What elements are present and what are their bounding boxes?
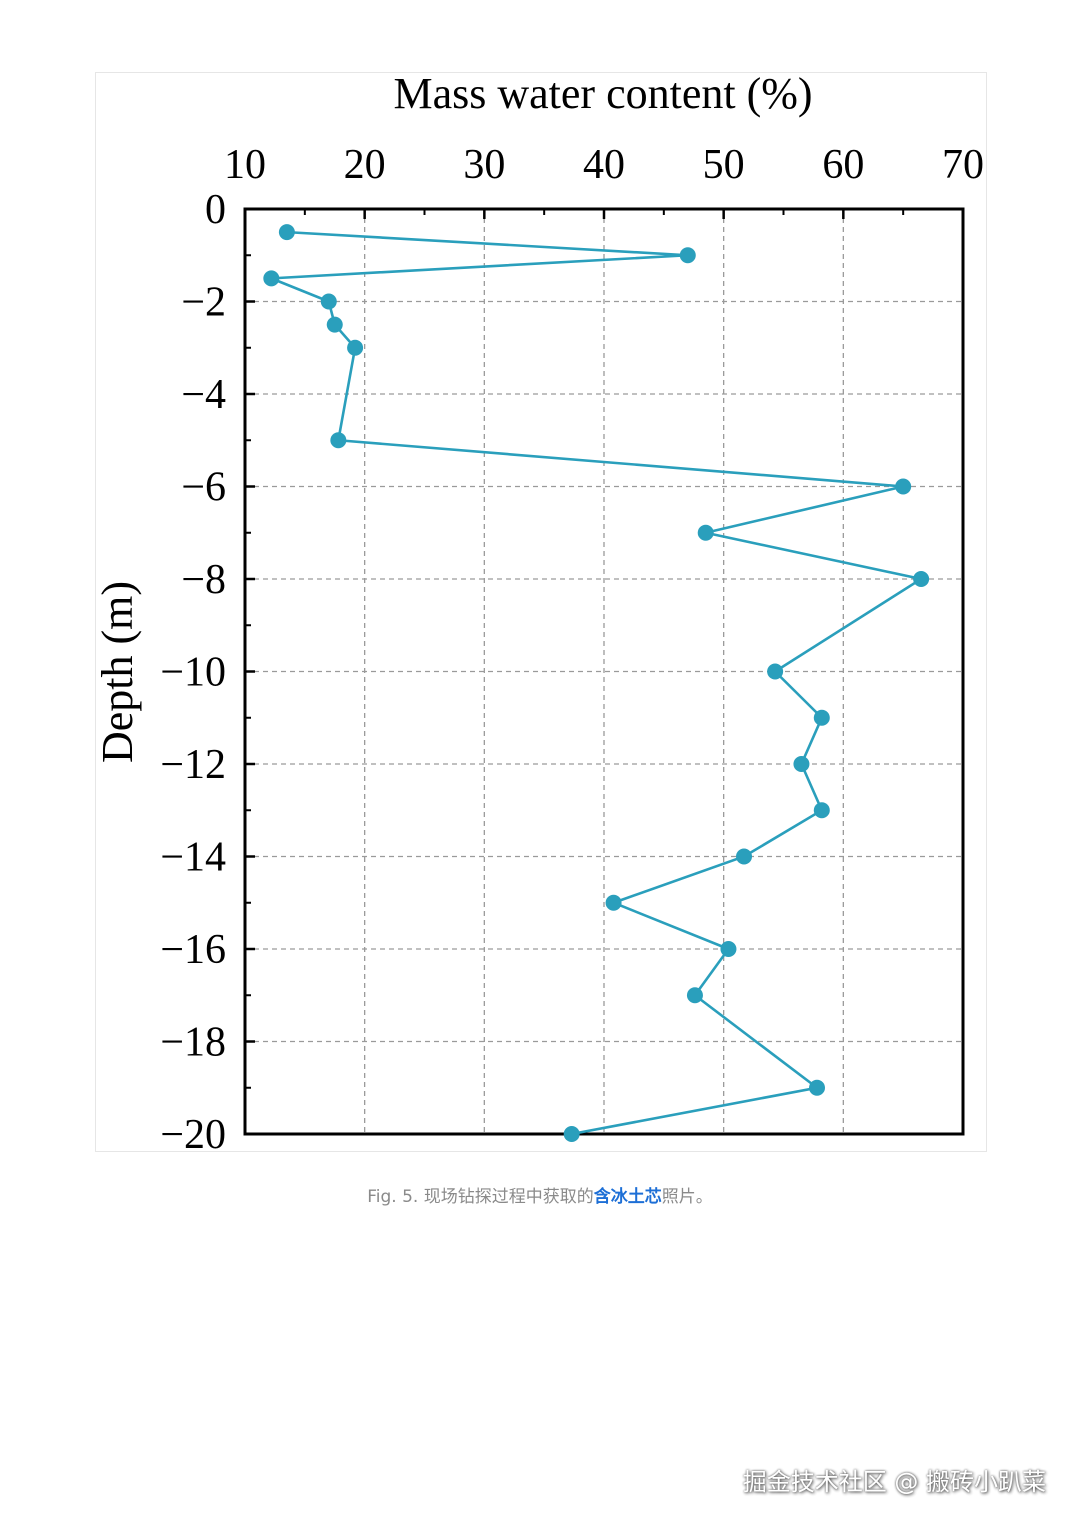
- data-point: [263, 270, 280, 287]
- data-point: [563, 1126, 580, 1142]
- y-tick-label: −6: [181, 465, 226, 511]
- data-point: [605, 894, 622, 911]
- y-tick-label: −2: [181, 280, 226, 326]
- x-axis-label: Mass water content (%): [393, 69, 812, 118]
- x-tick-labels: 10 20 30 40 50 60 70: [224, 142, 984, 188]
- data-point: [326, 316, 343, 333]
- x-tick-label: 30: [463, 142, 505, 188]
- data-point: [679, 247, 696, 264]
- data-point: [793, 756, 810, 772]
- y-tick-label: −14: [160, 835, 226, 881]
- data-point: [347, 339, 364, 356]
- caption-suffix: 照片。: [661, 1187, 713, 1207]
- data-point: [686, 987, 703, 1004]
- x-tick-label: 20: [344, 142, 386, 188]
- data-series: [263, 224, 930, 1142]
- data-point: [278, 224, 295, 241]
- y-axis-label: Depth (m): [93, 581, 142, 763]
- data-point: [767, 663, 784, 680]
- y-tick-labels: 0 −2 −4 −6 −8 −10 −12 −14 −16 −18 −20: [160, 187, 226, 1158]
- caption-highlight-link[interactable]: 含冰土芯: [593, 1187, 662, 1207]
- y-tick-label: −8: [181, 557, 226, 603]
- x-tick-label: 70: [942, 142, 984, 188]
- y-tick-label: −20: [160, 1112, 226, 1158]
- y-tick-label: −12: [160, 742, 226, 788]
- data-point: [895, 478, 912, 495]
- grid-lines: [245, 209, 963, 1134]
- data-point: [813, 802, 830, 819]
- watermark: 掘金技术社区 @ 搬砖小趴菜: [742, 1468, 1046, 1496]
- x-tick-label: 40: [583, 142, 625, 188]
- data-point: [720, 941, 737, 957]
- y-tick-label: −10: [160, 650, 226, 696]
- caption-prefix: Fig. 5. 现场钻探过程中获取的: [367, 1187, 594, 1207]
- y-tick-label: −16: [160, 927, 226, 973]
- data-point: [330, 432, 347, 449]
- data-point: [736, 848, 753, 865]
- data-point: [913, 571, 930, 587]
- y-tick-label: −18: [160, 1020, 226, 1066]
- data-point: [813, 709, 830, 726]
- data-point: [320, 293, 337, 310]
- data-point: [697, 524, 714, 541]
- x-tick-label: 60: [822, 142, 864, 188]
- series-line: [270, 230, 925, 1136]
- x-tick-label: 50: [703, 142, 745, 188]
- y-tick-label: 0: [205, 187, 226, 233]
- plot-area-frame: [243, 207, 965, 1136]
- water-content-depth-chart: 10 20 30 40 50 60 70 0 −2 −4 −6 −8 −10 −12 −14 −16 −18 −…: [93, 69, 984, 1158]
- x-tick-label: 10: [224, 142, 266, 188]
- figure-caption: Fig. 5. 现场钻探过程中获取的含冰土芯照片。: [0, 1182, 1080, 1207]
- data-point: [809, 1079, 826, 1096]
- y-tick-label: −4: [181, 372, 226, 418]
